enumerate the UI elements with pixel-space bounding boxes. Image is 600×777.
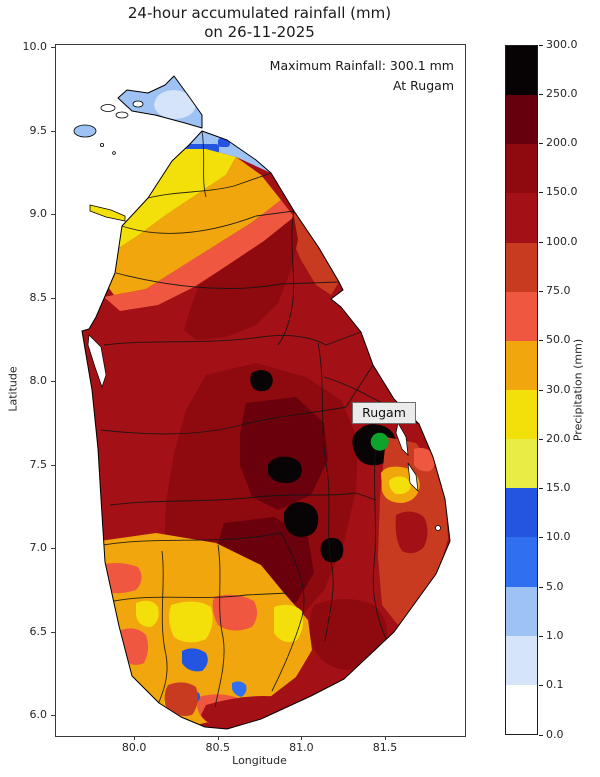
colorbar: 0.0 0.1 1.0 5.0 10.0 15.0 20.0 30.0 50.0 75.0 100.… <box>505 38 600 741</box>
colorbar-segment <box>506 144 537 194</box>
annotation-line1: Maximum Rainfall: 300.1 mm <box>269 58 454 73</box>
coastline <box>81 75 451 730</box>
station-marker <box>370 432 389 451</box>
colorbar-tick-mark <box>539 143 543 145</box>
southwest-patches <box>92 533 312 729</box>
y-tick-mark <box>51 130 55 132</box>
colorbar-tick-label: 1.0 <box>546 628 564 642</box>
y-tick-label: 6.0 <box>29 708 48 722</box>
max-rainfall-annotation: Maximum Rainfall: 300.1 mm At Rugam <box>270 56 454 96</box>
colorbar-segment <box>506 537 537 587</box>
sri-lanka-map <box>73 75 451 730</box>
colorbar-tick-mark <box>539 44 543 46</box>
x-axis-label: Longitude <box>232 754 287 767</box>
colorbar-segment <box>506 390 537 440</box>
colorbar-tick-mark <box>539 389 543 391</box>
y-tick-label: 6.5 <box>29 624 48 638</box>
chart-title-line1: 24-hour accumulated rainfall (mm) <box>127 4 392 22</box>
y-tick-mark <box>51 297 55 299</box>
colorbar-tick-mark <box>539 93 543 95</box>
colorbar-bar <box>505 45 538 735</box>
y-tick-label: 9.0 <box>29 207 48 221</box>
colorbar-tick-label: 10.0 <box>546 530 571 544</box>
plot-area: Maximum Rainfall: 300.1 mm At Rugam Ruga… <box>55 44 466 737</box>
colorbar-segment <box>506 291 537 341</box>
y-tick-mark <box>51 464 55 466</box>
colorbar-tick-mark <box>539 488 543 490</box>
colorbar-tick-label: 100.0 <box>546 234 578 248</box>
colorbar-tick-mark <box>539 734 543 736</box>
colorbar-tick-mark <box>539 635 543 637</box>
rainfall-fill-layers <box>82 76 450 729</box>
station-label: Rugam <box>352 402 416 424</box>
island-mannar <box>89 204 126 222</box>
x-tick-label: 80.0 <box>121 741 147 754</box>
colorbar-segment <box>506 586 537 636</box>
colorbar-tick-label: 75.0 <box>546 283 571 297</box>
y-tick-label: 9.5 <box>29 123 48 137</box>
colorbar-tick-mark <box>539 586 543 588</box>
y-tick-mark <box>51 631 55 633</box>
y-tick-label: 7.5 <box>29 457 48 471</box>
y-tick-mark <box>51 214 55 216</box>
colorbar-tick-label: 50.0 <box>546 333 571 347</box>
y-tick-label: 10.0 <box>22 40 48 53</box>
east-coast-patches <box>378 437 448 625</box>
colorbar-segment <box>506 488 537 538</box>
y-tick-mark <box>51 47 55 48</box>
x-tick-mark <box>385 736 387 740</box>
island-delft <box>73 124 97 138</box>
y-tick-mark <box>51 715 55 717</box>
x-tick-label: 81.0 <box>289 741 314 754</box>
colorbar-tick-mark <box>539 537 543 539</box>
colorbar-tick-label: 150.0 <box>546 185 578 199</box>
x-tick-label: 80.5 <box>205 741 231 754</box>
y-tick-mark <box>51 548 55 550</box>
y-axis-label: Latitude <box>6 366 20 412</box>
colorbar-segment <box>506 340 537 390</box>
colorbar-tick-mark <box>539 241 543 243</box>
colorbar-segment <box>506 193 537 243</box>
extreme-rain-black-patches <box>250 370 396 563</box>
colorbar-tick-label: 20.0 <box>546 431 571 445</box>
chart-title: 24-hour accumulated rainfall (mm) on 26-… <box>55 4 464 42</box>
annotation-line2: At Rugam <box>392 78 454 93</box>
x-tick-label: 81.5 <box>372 741 398 754</box>
colorbar-tick-label: 250.0 <box>546 86 578 100</box>
colorbar-tick-label: 300.0 <box>546 37 578 51</box>
colorbar-tick-label: 0.1 <box>546 678 564 692</box>
colorbar-segment <box>506 684 537 734</box>
y-tick-label: 8.5 <box>29 290 48 304</box>
colorbar-segment <box>506 439 537 489</box>
colorbar-tick-mark <box>539 340 543 342</box>
x-tick-mark <box>134 736 136 740</box>
colorbar-tick-label: 5.0 <box>546 579 564 593</box>
y-tick-mark <box>51 381 55 383</box>
lagoons <box>87 334 441 531</box>
x-tick-mark <box>217 736 219 740</box>
colorbar-label: Precipitation (mm) <box>571 338 585 442</box>
offshore-islands <box>73 100 144 222</box>
northeast-coast-patches <box>288 211 339 295</box>
colorbar-tick-mark <box>539 192 543 194</box>
y-tick-label: 8.0 <box>29 374 48 388</box>
district-boundaries <box>100 114 420 708</box>
colorbar-tick-mark <box>539 438 543 440</box>
colorbar-segment <box>506 46 537 96</box>
colorbar-tick-label: 0.0 <box>546 727 564 741</box>
x-tick-mark <box>301 736 303 740</box>
colorbar-segment <box>506 242 537 292</box>
colorbar-segment <box>506 635 537 685</box>
colorbar-tick-mark <box>539 290 543 292</box>
colorbar-tick-label: 15.0 <box>546 481 571 495</box>
chart-title-line2: on 26-11-2025 <box>204 23 315 42</box>
y-tick-label: 7.0 <box>29 541 48 555</box>
colorbar-tick-label: 200.0 <box>546 136 578 150</box>
colorbar-tick-label: 30.0 <box>546 382 571 396</box>
colorbar-segment <box>506 95 537 145</box>
colorbar-tick-mark <box>539 685 543 687</box>
